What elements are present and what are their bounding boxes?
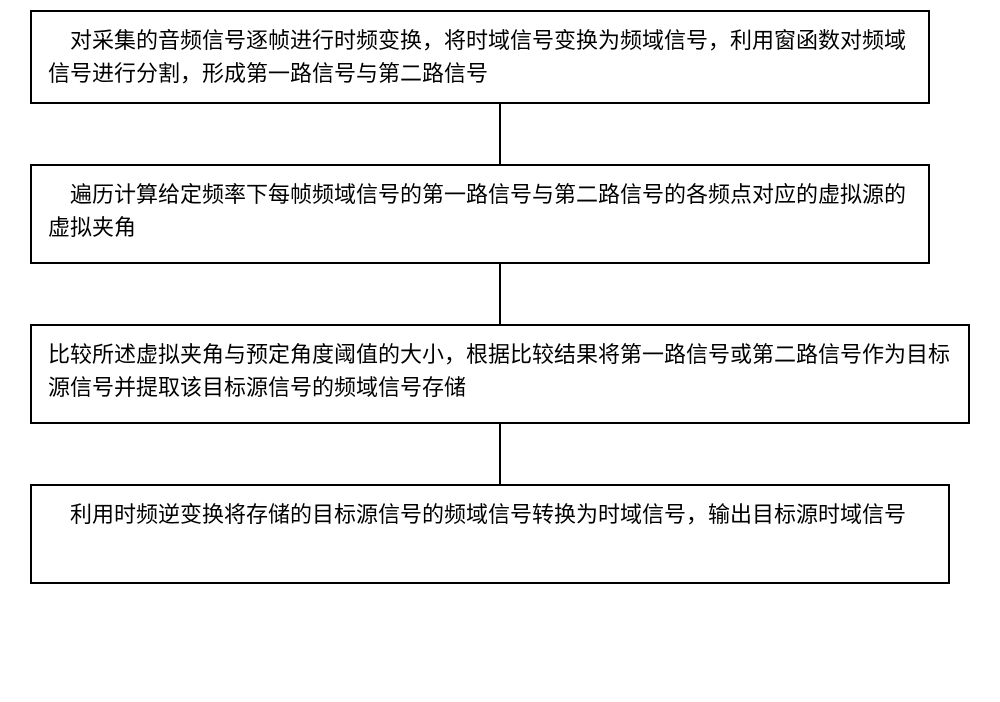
flowchart-step-4: 利用时频逆变换将存储的目标源信号的频域信号转换为时域信号，输出目标源时域信号 [30,484,950,584]
connector-line [499,424,501,484]
flowchart-step-2: 遍历计算给定频率下每帧频域信号的第一路信号与第二路信号的各频点对应的虚拟源的虚拟… [30,164,930,264]
flowchart-step-1: 对采集的音频信号逐帧进行时频变换，将时域信号变换为频域信号，利用窗函数对频域信号… [30,10,930,104]
flowchart-connector-3 [30,424,970,484]
connector-line [499,264,501,324]
flowchart-step-3: 比较所述虚拟夹角与预定角度阈值的大小，根据比较结果将第一路信号或第二路信号作为目… [30,324,970,424]
flowchart: 对采集的音频信号逐帧进行时频变换，将时域信号变换为频域信号，利用窗函数对频域信号… [30,10,970,584]
flowchart-connector-1 [30,104,970,164]
connector-line [499,104,501,164]
flowchart-connector-2 [30,264,970,324]
